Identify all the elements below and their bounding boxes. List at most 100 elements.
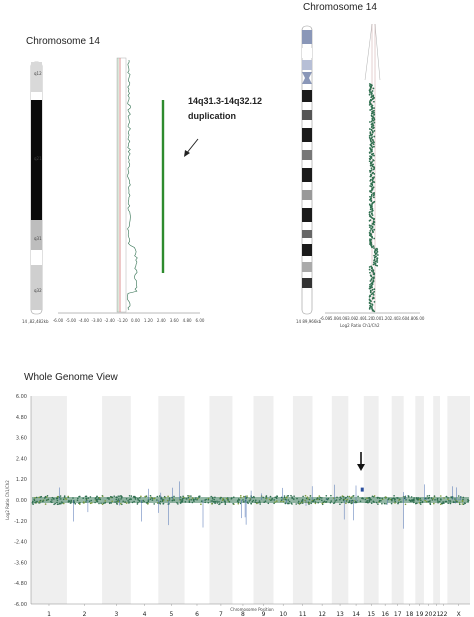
right-trace-point — [373, 259, 376, 262]
genome-point — [309, 495, 312, 497]
genome-point — [308, 503, 310, 505]
right-trace-point — [371, 246, 373, 249]
genome-point — [407, 495, 410, 498]
genome-point — [149, 498, 152, 501]
right-trace-point — [371, 237, 374, 239]
genome-point — [424, 499, 426, 502]
genome-point — [256, 502, 258, 505]
right-trace-point — [371, 304, 374, 306]
genome-point — [46, 495, 49, 497]
chromosome-label: 21 — [433, 611, 441, 617]
genome-point — [204, 499, 206, 501]
genome-point — [427, 497, 430, 500]
right-trace-point — [372, 294, 375, 296]
genome-point — [243, 495, 245, 498]
genome-point — [187, 496, 190, 499]
genome-point — [218, 503, 220, 506]
genome-point — [79, 503, 81, 505]
genome-point — [147, 502, 149, 505]
genome-point — [70, 500, 72, 503]
right-trace-point — [370, 189, 373, 192]
genome-point — [410, 496, 413, 498]
genome-point — [393, 497, 396, 500]
genome-point — [200, 500, 203, 503]
genome-point — [306, 496, 309, 499]
genome-point — [91, 502, 93, 504]
genome-point — [321, 502, 324, 505]
genome-ylabel: Log2 Ratio Ch1/Ch2 — [5, 480, 10, 520]
right-trace-point — [369, 243, 371, 246]
right-trace-point — [369, 206, 372, 209]
genome-point — [113, 495, 115, 498]
genome-point — [394, 499, 396, 501]
right-trace-point — [371, 146, 374, 149]
genome-point — [188, 501, 191, 504]
genome-point — [433, 502, 435, 505]
right-trace-point — [369, 195, 371, 198]
right-trace-point — [368, 287, 371, 290]
genome-point — [216, 502, 219, 504]
genome-point — [188, 495, 190, 497]
genome-point — [198, 495, 200, 498]
right-trace-point — [373, 237, 376, 240]
genome-point — [361, 497, 364, 499]
genome-point — [434, 499, 436, 501]
right-trace-point — [373, 141, 375, 144]
right-trace-point — [370, 142, 373, 145]
left-trace-line — [127, 59, 138, 311]
right-trace-point — [372, 245, 375, 248]
genome-point — [211, 497, 214, 500]
genome-point — [462, 496, 465, 499]
chromosome-label: 4 — [143, 611, 147, 617]
genome-point — [183, 496, 185, 499]
genome-point — [188, 498, 191, 501]
genome-point — [109, 501, 111, 504]
genome-point — [108, 498, 110, 500]
genome-point — [312, 500, 315, 503]
right-trace-point — [369, 164, 372, 167]
genome-point — [224, 502, 226, 504]
chromosome-label: 11 — [299, 611, 307, 617]
genome-point — [263, 501, 266, 504]
genome-point — [207, 498, 210, 501]
genome-point — [120, 502, 122, 505]
genome-point — [280, 499, 283, 502]
genome-point — [307, 501, 310, 504]
genome-point — [385, 503, 387, 505]
genome-point — [267, 502, 270, 505]
genome-point — [339, 496, 342, 499]
genome-point — [433, 495, 436, 497]
right-trace-point — [369, 158, 372, 161]
genome-point — [287, 502, 289, 505]
genome-point — [372, 500, 375, 503]
right-trace-point — [368, 160, 371, 163]
left-xtick-label: 0.00 — [131, 318, 140, 323]
genome-point — [447, 502, 450, 505]
right-trace-point — [368, 152, 371, 154]
genome-point — [222, 497, 224, 500]
genome-point — [397, 501, 400, 504]
genome-point — [269, 495, 272, 498]
genome-point — [243, 501, 245, 503]
right-trace-point — [368, 104, 371, 106]
genome-point — [51, 496, 54, 499]
genome-point — [319, 496, 322, 499]
left-xtick-label: -6.00 — [53, 318, 64, 323]
genome-point — [167, 495, 169, 498]
genome-point — [342, 498, 345, 501]
chromosome-label: 17 — [394, 611, 402, 617]
right-trace-point — [368, 266, 371, 268]
genome-point — [35, 501, 37, 503]
genome-point — [85, 501, 87, 503]
genome-ytick-label: -1.20 — [14, 519, 27, 525]
right-trace-point — [373, 251, 376, 254]
genome-point — [385, 496, 387, 498]
genome-point — [436, 499, 439, 501]
genome-point — [442, 501, 444, 503]
right-trace-point — [369, 91, 371, 94]
genome-point — [270, 499, 272, 502]
genome-point — [282, 500, 285, 503]
genome-point — [280, 496, 283, 499]
left-xtick-label: 4.80 — [183, 318, 192, 323]
genome-point — [207, 497, 210, 500]
